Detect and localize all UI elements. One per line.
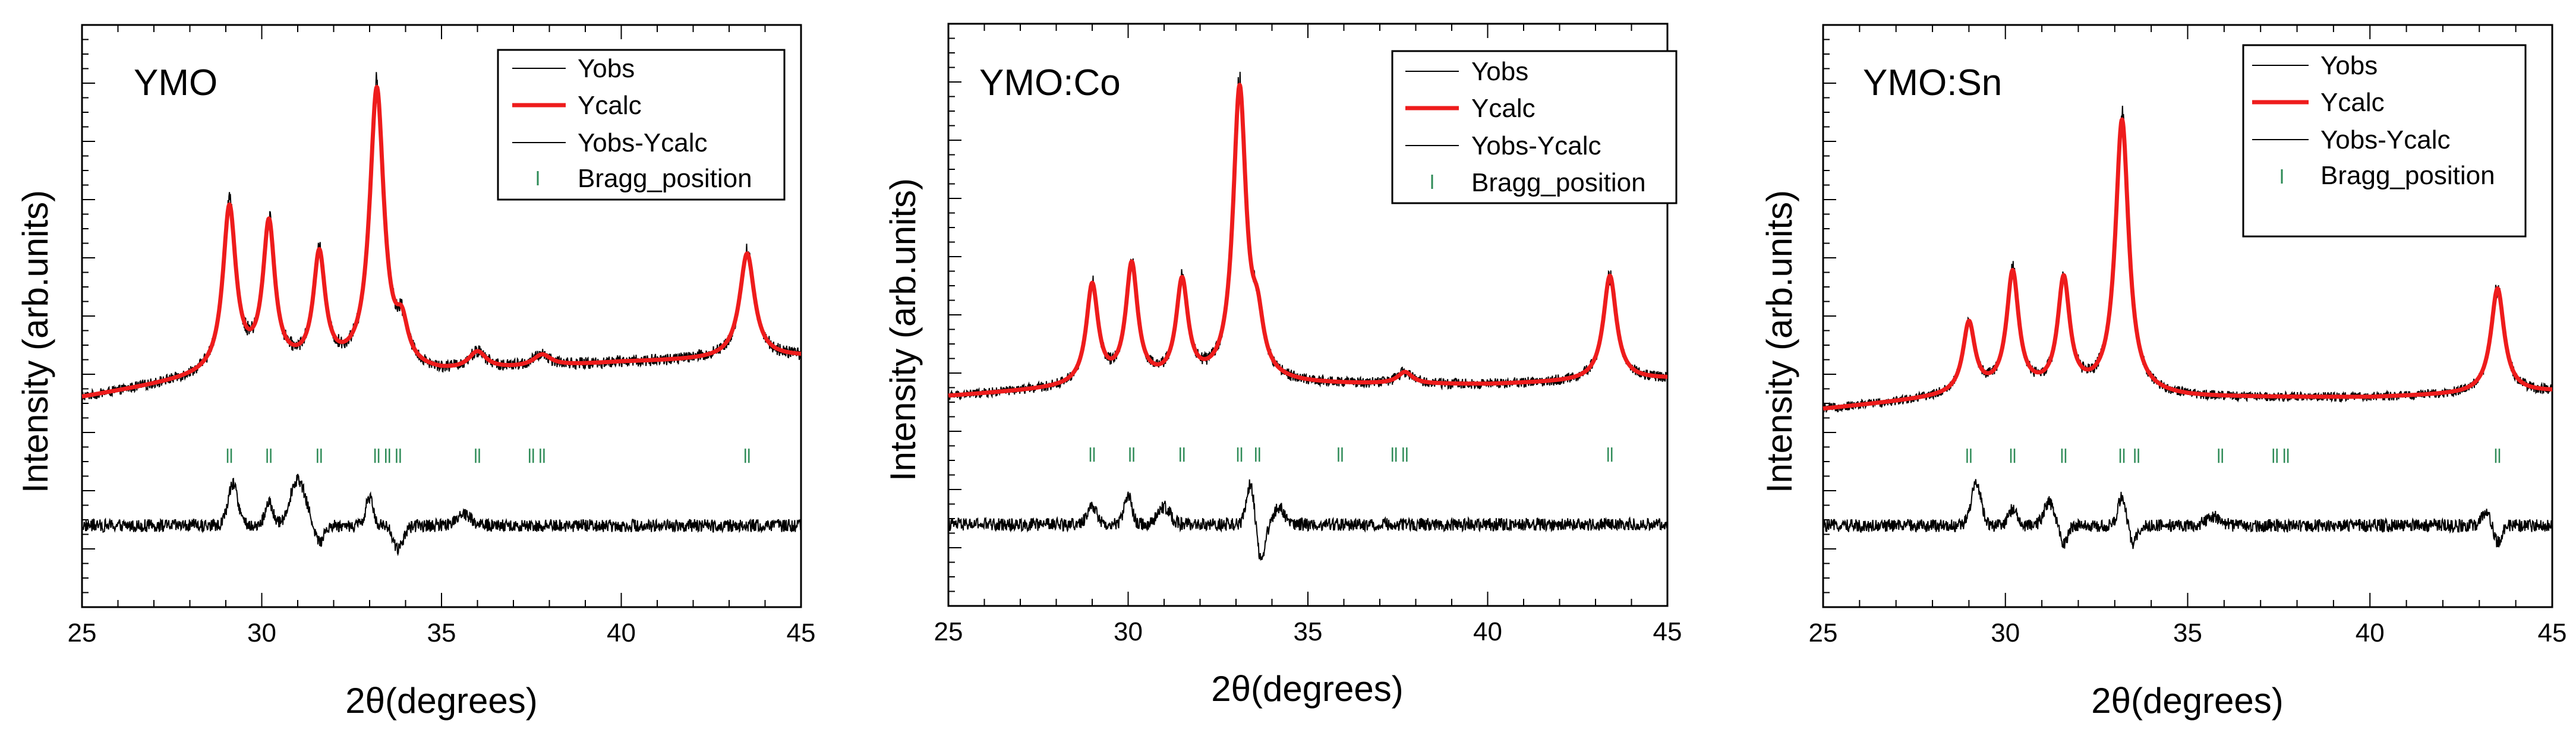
legend-label-difference: Yobs-Ycalc [2320,125,2451,154]
bragg-marker [2010,449,2016,463]
x-tick-label: 25 [934,617,963,646]
bragg-marker [2218,449,2223,463]
x-tick-label: 40 [2356,618,2385,648]
y-axis-title: Intensity (arb.units) [15,190,55,493]
legend-ymo-sn: Yobs Ycalc Yobs-Ycalc Bragg_position [2242,44,2527,238]
bragg-marker [2283,449,2289,463]
bragg-marker [317,449,322,463]
x-tick-label: 35 [2173,618,2202,648]
legend-ymo: Yobs Ycalc Yobs-Ycalc Bragg_position [497,49,786,201]
bragg-marker [2134,449,2139,463]
panel-title-ymo-co: YMO:Co [979,62,1121,103]
bragg-marker [1607,447,1613,462]
panel-ymo-co: 25 30 35 40 45 YMO:Co Yobs Ycalc Yobs-Ycalc … [883,23,1682,709]
legend-label-ycalc: Ycalc [1471,94,1535,123]
bragg-marker [2119,449,2125,463]
x-tick-label: 35 [427,618,456,648]
legend-box [1391,50,1678,204]
x-tick-label: 25 [1809,618,1838,648]
panel-title-ymo-sn: YMO:Sn [1863,62,2002,103]
legend-label-ycalc: Ycalc [2320,88,2385,117]
bragg-marker [540,449,545,463]
bragg-marker [374,449,380,463]
series-yobs-ycalc [948,479,1668,561]
panel-title-ymo: YMO [134,62,217,103]
bragg-marker [2061,449,2067,463]
legend-label-bragg: Bragg_position [1471,168,1646,197]
panel-ymo: 25 30 35 40 45 YMO Yobs Ycalc Yobs-Ycalc Bra… [15,24,816,721]
y-axis-title: Intensity (arb.units) [1760,190,1799,493]
x-axis-title: 2θ(degrees) [1211,669,1404,709]
x-tick-label: 35 [1294,617,1323,646]
x-tick-label: 40 [607,618,636,648]
x-axis-title: 2θ(degrees) [345,681,538,721]
bragg-marker [475,449,480,463]
bragg-marker [529,449,534,463]
bragg-marker [2272,449,2278,463]
bragg-marker [1255,447,1260,462]
x-tick-label: 45 [1653,617,1682,646]
legend-label-yobs: Yobs [578,54,635,83]
y-axis-title: Intensity (arb.units) [883,178,923,481]
plot-area-ymo-co: 25 30 35 40 45 [934,23,1682,646]
panel-ymo-sn: 25 30 35 40 45 YMO:Sn Yobs Ycalc Yobs-Ycalc … [1760,24,2567,721]
x-tick-label: 30 [247,618,276,648]
legend-ymo-co: Yobs Ycalc Yobs-Ycalc Bragg_position [1391,50,1678,204]
bragg-marker [226,449,232,463]
series-yobs-ycalc [81,473,802,557]
x-axis-title: 2θ(degrees) [2091,681,2284,721]
x-tick-label: 25 [68,618,97,648]
series-ycalc [1821,117,2554,411]
x-tick-label: 45 [2538,618,2567,648]
bragg-marker [1391,447,1397,462]
legend-label-bragg: Bragg_position [2320,161,2495,190]
bragg-marker [1237,447,1243,462]
bragg-marker [1338,447,1343,462]
bragg-marker [396,449,401,463]
x-tick-label: 40 [1473,617,1502,646]
legend-box [2242,44,2527,238]
legend-label-difference: Yobs-Ycalc [1471,131,1601,160]
plot-area-ymo: 25 30 35 40 45 [68,24,816,648]
bragg-marker [1089,447,1095,462]
x-tick-label: 30 [1991,618,2020,648]
legend-label-ycalc: Ycalc [578,91,642,120]
bragg-marker [266,449,272,463]
series-ycalc [80,84,803,399]
bragg-marker [1966,449,1972,463]
bragg-marker [2495,449,2501,463]
legend-label-bragg: Bragg_position [578,164,752,193]
legend-label-yobs: Yobs [2320,51,2378,80]
legend-box [497,49,786,201]
x-tick-label: 45 [787,618,816,648]
series-yobs-ycalc [1823,479,2553,549]
legend-label-difference: Yobs-Ycalc [578,128,708,157]
bragg-marker [1180,447,1185,462]
bragg-marker [1129,447,1134,462]
plot-area-ymo-sn: 25 30 35 40 45 [1809,24,2567,648]
bragg-marker [745,449,750,463]
bragg-marker [385,449,390,463]
legend-label-yobs: Yobs [1471,57,1528,86]
x-tick-label: 30 [1114,617,1143,646]
bragg-marker [1402,447,1408,462]
series-ycalc [947,83,1669,398]
